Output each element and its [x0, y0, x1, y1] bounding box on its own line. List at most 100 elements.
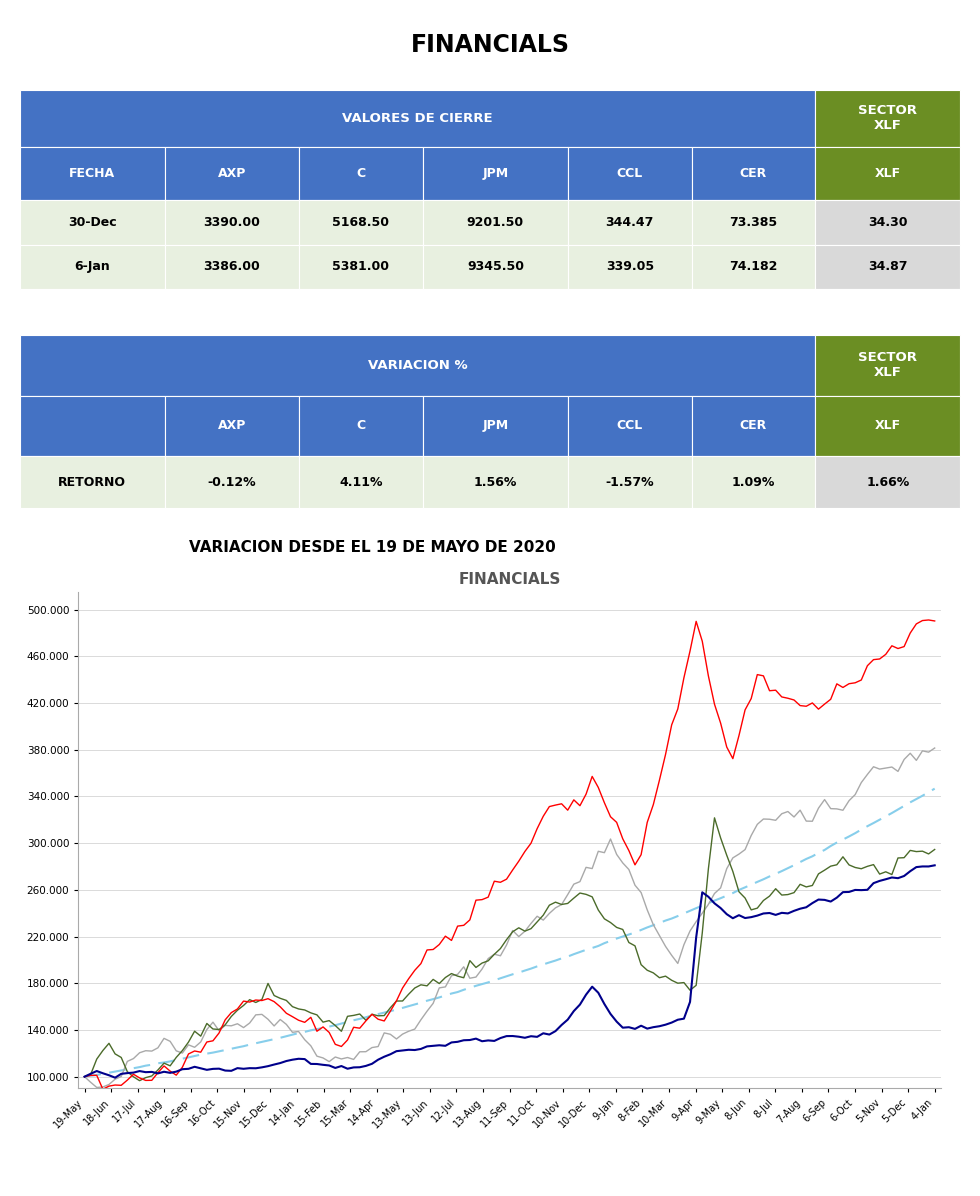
Text: VARIACION %: VARIACION %: [368, 359, 467, 372]
FancyBboxPatch shape: [20, 335, 815, 396]
Text: FINANCIALS: FINANCIALS: [411, 32, 569, 57]
FancyBboxPatch shape: [165, 457, 299, 508]
Text: SECTOR
XLF: SECTOR XLF: [858, 352, 917, 379]
C: [238, 999, 250, 1013]
FancyBboxPatch shape: [165, 245, 299, 289]
AXP: [923, 612, 935, 627]
C: [78, 1069, 90, 1084]
Text: 34.87: 34.87: [868, 261, 907, 273]
CCL: [78, 1069, 90, 1084]
JPM: [171, 1044, 182, 1058]
C: [171, 1050, 182, 1064]
Text: CCL: CCL: [616, 420, 643, 433]
CCL: [133, 1064, 145, 1079]
FancyBboxPatch shape: [422, 457, 568, 508]
Text: RETORNO: RETORNO: [58, 476, 126, 489]
FancyBboxPatch shape: [165, 147, 299, 201]
Text: SECTOR
XLF: SECTOR XLF: [858, 104, 917, 133]
FancyBboxPatch shape: [20, 289, 165, 311]
AXP: [97, 1082, 109, 1097]
Line: CER: CER: [84, 788, 935, 1076]
FancyBboxPatch shape: [299, 245, 422, 289]
CER: [78, 1069, 90, 1084]
FancyBboxPatch shape: [422, 396, 568, 457]
CER: [929, 781, 941, 795]
C: [439, 970, 451, 984]
AXP: [133, 1070, 145, 1085]
FancyBboxPatch shape: [568, 147, 692, 201]
Text: CER: CER: [740, 420, 767, 433]
FancyBboxPatch shape: [815, 335, 960, 396]
Text: 9345.50: 9345.50: [466, 261, 524, 273]
Text: AXP: AXP: [218, 420, 246, 433]
Text: XLF: XLF: [875, 420, 901, 433]
CER: [127, 1061, 139, 1075]
FancyBboxPatch shape: [165, 396, 299, 457]
FancyBboxPatch shape: [299, 201, 422, 245]
AXP: [171, 1068, 182, 1082]
Text: JPM: JPM: [482, 167, 509, 181]
FancyBboxPatch shape: [20, 147, 165, 201]
FancyBboxPatch shape: [568, 289, 692, 311]
Text: -1.57%: -1.57%: [606, 476, 654, 489]
AXP: [78, 1069, 90, 1084]
FancyBboxPatch shape: [165, 289, 299, 311]
C: [109, 1046, 121, 1061]
CCL: [109, 1070, 121, 1085]
Text: 74.182: 74.182: [729, 261, 777, 273]
CCL: [929, 859, 941, 873]
C: [929, 842, 941, 856]
FancyBboxPatch shape: [422, 289, 568, 311]
FancyBboxPatch shape: [815, 396, 960, 457]
Text: 73.385: 73.385: [729, 216, 777, 228]
FancyBboxPatch shape: [299, 457, 422, 508]
AXP: [238, 994, 250, 1008]
JPM: [923, 745, 935, 759]
Text: 30-Dec: 30-Dec: [68, 216, 117, 228]
CER: [165, 1054, 176, 1068]
Text: 9201.50: 9201.50: [466, 216, 524, 228]
FancyBboxPatch shape: [20, 457, 165, 508]
Text: 1.56%: 1.56%: [473, 476, 517, 489]
Text: AXP: AXP: [218, 167, 246, 181]
JPM: [133, 1045, 145, 1060]
Text: VALORES DE CIERRE: VALORES DE CIERRE: [342, 112, 493, 124]
FancyBboxPatch shape: [692, 201, 815, 245]
FancyBboxPatch shape: [20, 201, 165, 245]
FancyBboxPatch shape: [692, 147, 815, 201]
FancyBboxPatch shape: [20, 245, 165, 289]
CER: [501, 969, 513, 983]
C: [507, 925, 518, 939]
CCL: [238, 1062, 250, 1076]
FancyBboxPatch shape: [568, 245, 692, 289]
FancyBboxPatch shape: [422, 201, 568, 245]
AXP: [439, 929, 451, 944]
CER: [916, 788, 928, 803]
Text: VARIACION DESDE EL 19 DE MAYO DE 2020: VARIACION DESDE EL 19 DE MAYO DE 2020: [189, 539, 556, 555]
Line: JPM: JPM: [84, 748, 935, 1087]
FancyBboxPatch shape: [299, 147, 422, 201]
FancyBboxPatch shape: [815, 201, 960, 245]
Text: C: C: [357, 167, 366, 181]
FancyBboxPatch shape: [692, 289, 815, 311]
Text: 344.47: 344.47: [606, 216, 654, 228]
Text: 6-Jan: 6-Jan: [74, 261, 110, 273]
CER: [109, 1064, 121, 1079]
FancyBboxPatch shape: [692, 245, 815, 289]
Line: C: C: [84, 818, 935, 1081]
Line: CCL: CCL: [84, 866, 935, 1078]
JPM: [929, 740, 941, 755]
FancyBboxPatch shape: [815, 245, 960, 289]
Text: JPM: JPM: [482, 420, 509, 433]
CER: [231, 1041, 243, 1055]
FancyBboxPatch shape: [568, 396, 692, 457]
AXP: [929, 614, 941, 628]
Line: AXP: AXP: [84, 620, 935, 1090]
Text: -0.12%: -0.12%: [208, 476, 256, 489]
JPM: [507, 923, 518, 938]
FancyBboxPatch shape: [815, 457, 960, 508]
Title: FINANCIALS: FINANCIALS: [459, 572, 561, 587]
Text: 1.09%: 1.09%: [732, 476, 775, 489]
C: [127, 1069, 139, 1084]
FancyBboxPatch shape: [568, 457, 692, 508]
